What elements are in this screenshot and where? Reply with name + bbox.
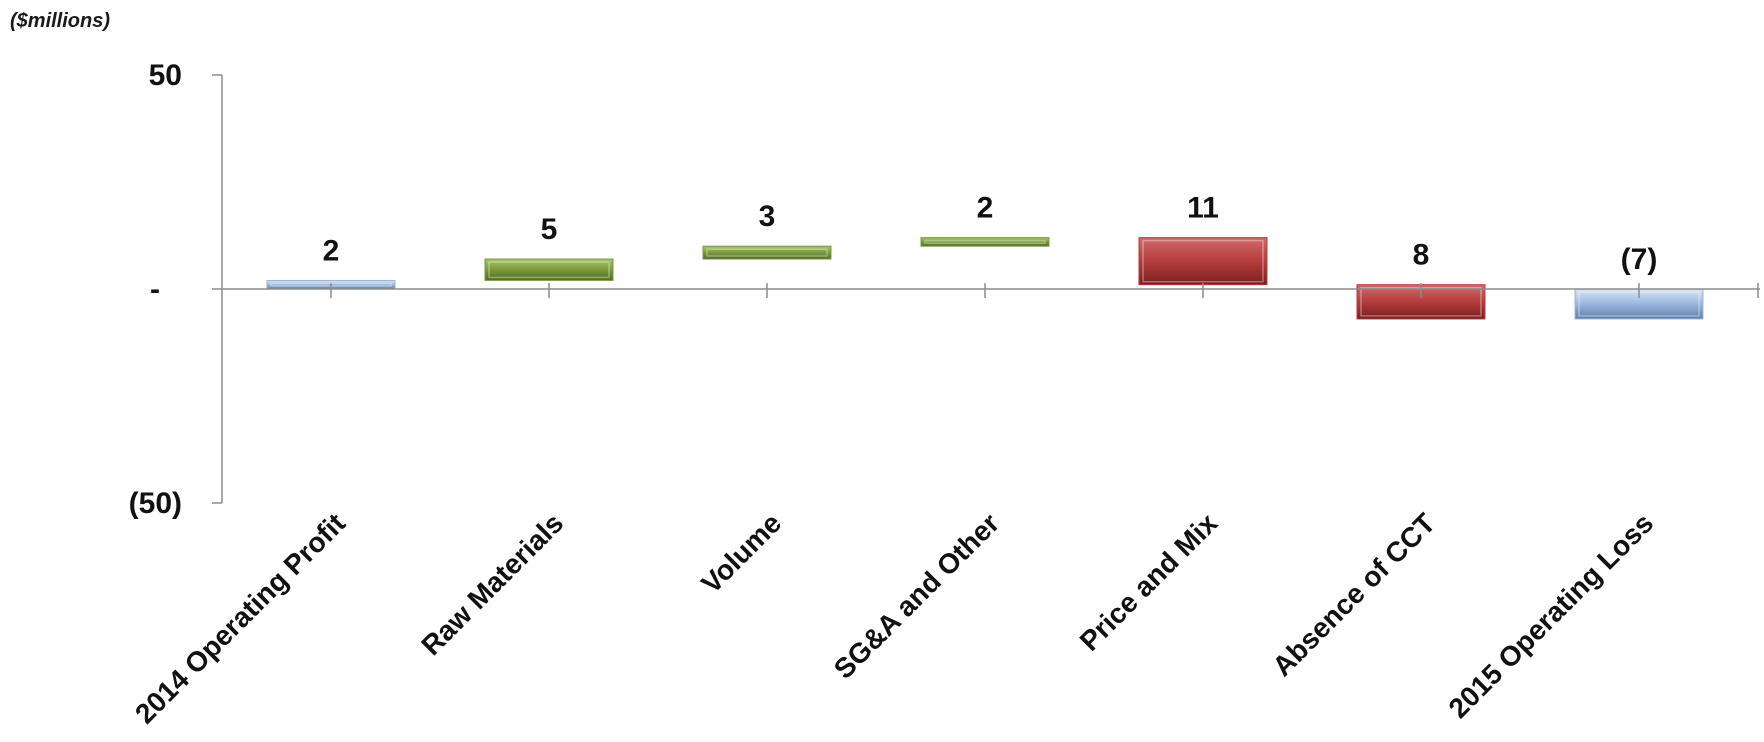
bar bbox=[920, 237, 1050, 247]
y-axis: 50 - (50) bbox=[129, 59, 223, 520]
data-label: 11 bbox=[1187, 192, 1219, 225]
bar bbox=[484, 258, 614, 281]
data-label: 2 bbox=[977, 192, 994, 225]
x-axis bbox=[222, 283, 1760, 298]
bars bbox=[266, 237, 1704, 320]
category-label: Volume bbox=[695, 507, 787, 599]
unit-label: ($millions) bbox=[10, 10, 110, 32]
category-label: Absence of CCT bbox=[1266, 507, 1441, 682]
bar-rect bbox=[1138, 237, 1268, 286]
y-tick-label: - bbox=[150, 273, 160, 306]
category-label: 2015 Operating Loss bbox=[1443, 507, 1660, 724]
bar-rect bbox=[920, 237, 1050, 247]
bar-rect bbox=[702, 245, 832, 260]
data-label: 8 bbox=[1413, 239, 1430, 272]
bar-rect bbox=[484, 258, 614, 281]
category-label: 2014 Operating Profit bbox=[129, 507, 351, 729]
data-label: 3 bbox=[759, 200, 776, 233]
y-tick-label: (50) bbox=[129, 487, 182, 520]
data-labels: 2 5 3 2 11 8 (7) bbox=[323, 192, 1658, 276]
category-label: Raw Materials bbox=[415, 507, 569, 661]
bar-bevel bbox=[1142, 239, 1264, 283]
y-tick-label: 50 bbox=[149, 59, 182, 92]
bar-bevel bbox=[488, 261, 610, 279]
bar-bevel bbox=[706, 248, 828, 257]
bar bbox=[1138, 237, 1268, 286]
data-label: 2 bbox=[323, 234, 340, 267]
category-label: Price and Mix bbox=[1074, 507, 1224, 657]
bar bbox=[702, 245, 832, 260]
category-label: SG&A and Other bbox=[828, 507, 1005, 684]
bar-bevel bbox=[924, 239, 1046, 244]
data-label: (7) bbox=[1621, 243, 1658, 276]
category-labels: 2014 Operating Profit Raw Materials Volume… bbox=[129, 507, 1659, 729]
data-label: 5 bbox=[541, 213, 558, 246]
